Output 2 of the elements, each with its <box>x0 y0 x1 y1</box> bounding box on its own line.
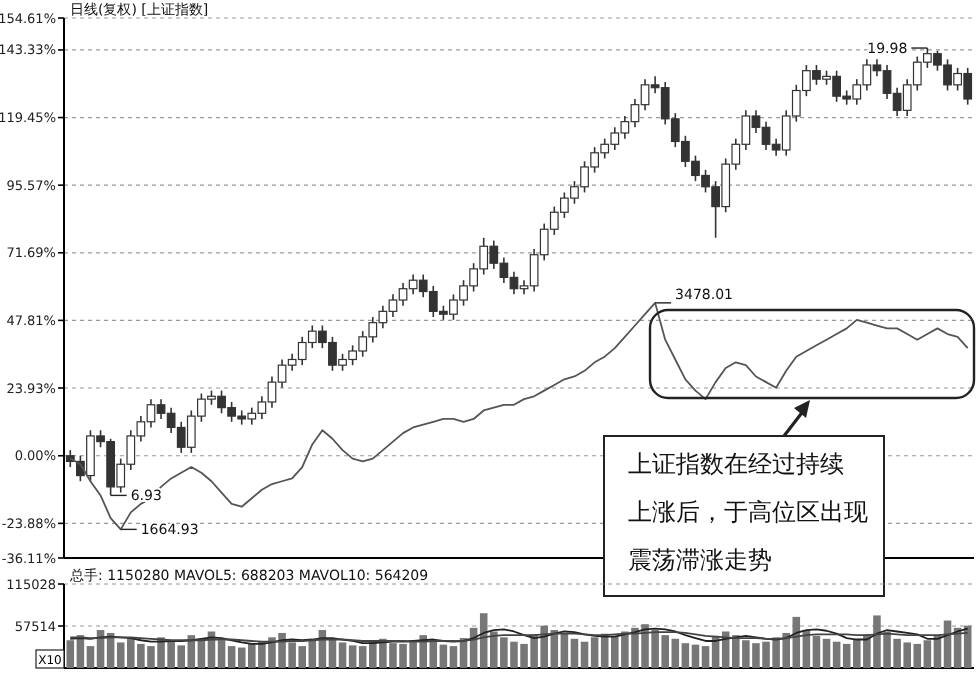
line-series <box>69 627 969 645</box>
annotation: 上证指数在经过持续上涨后，于高位区出现震荡滞涨走势 <box>628 450 868 574</box>
